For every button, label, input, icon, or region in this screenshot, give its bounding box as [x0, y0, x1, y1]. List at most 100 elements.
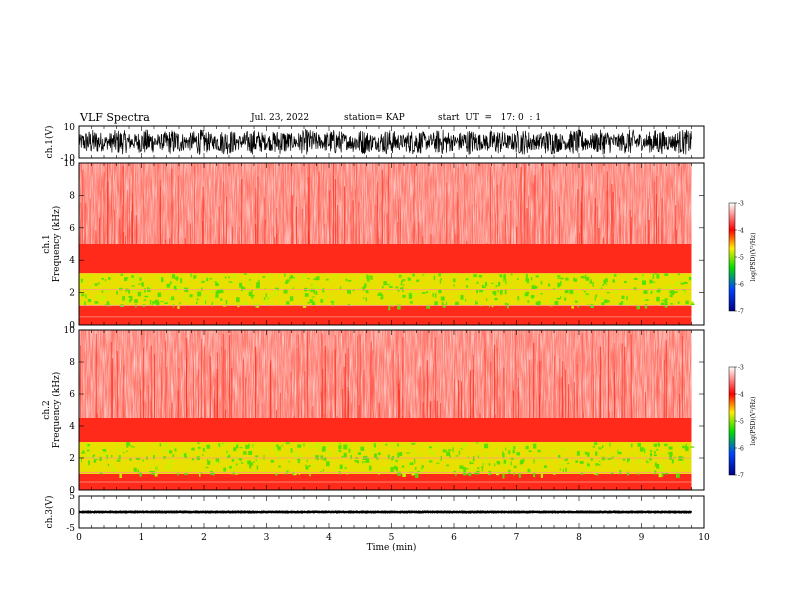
spec2-speckle	[476, 442, 479, 444]
spec1-speckle	[164, 286, 166, 289]
spec2-speckle	[86, 449, 90, 452]
spec1-speckle	[210, 290, 214, 294]
spec1-speckle	[560, 296, 562, 299]
spec2-speckle	[320, 443, 323, 446]
spec1-speckle	[268, 273, 271, 279]
spec1-speckle	[345, 278, 348, 281]
spec2-speckle	[567, 462, 569, 465]
spec1-speckle	[154, 303, 157, 307]
spec2-speckle	[243, 451, 247, 455]
spec1-speckle	[100, 296, 104, 301]
spec2-speckle	[387, 454, 390, 460]
spec2-speckle	[474, 472, 479, 475]
spec1-speckle	[362, 286, 366, 291]
spec1-speckle	[211, 301, 213, 307]
spec1-speckle	[303, 280, 305, 283]
spec2-speckle	[129, 445, 132, 447]
spec2-speckle	[595, 463, 599, 466]
spec1-speckle	[97, 282, 100, 285]
spec1-speckle	[137, 291, 142, 297]
spec1-speckle	[642, 274, 644, 277]
spec1-speckle	[685, 300, 689, 305]
spec2-speckle	[207, 460, 211, 465]
spec2-speckle	[255, 455, 259, 458]
spec1-speckle	[649, 289, 651, 293]
spec1-speckle	[308, 289, 310, 292]
x-tick-label: 2	[201, 533, 207, 543]
spec1-speckle	[501, 275, 504, 280]
spec2-ytick-label: 8	[69, 358, 75, 368]
spec2-speckle	[153, 454, 155, 459]
spec2-speckle	[375, 469, 377, 472]
spec2-speckle	[264, 451, 266, 453]
spec2-speckle	[151, 471, 155, 475]
spec2-speckle	[436, 462, 440, 464]
spec2-speckle	[679, 456, 684, 458]
spec2-speckle	[675, 473, 680, 478]
spec2-speckle	[168, 459, 173, 464]
spec1-speckle	[432, 293, 434, 297]
spec2-speckle	[462, 445, 466, 449]
spec1-speckle	[267, 296, 269, 300]
ch1-waveform-series	[78, 128, 692, 155]
spec1-speckle	[409, 299, 412, 302]
spec1-speckle	[584, 274, 587, 279]
spec1-speckle	[656, 274, 660, 279]
spec2-speckle	[452, 447, 454, 453]
spec1-speckle	[334, 273, 337, 277]
spec2-speckle	[656, 448, 659, 451]
spec1-speckle	[609, 274, 612, 277]
spec1-speckle	[307, 278, 310, 280]
spec1-speckle	[417, 293, 421, 296]
spec1-speckle	[465, 278, 469, 281]
spec2-speckle	[204, 446, 207, 452]
spec1-speckle	[302, 305, 307, 308]
spec1-speckle	[403, 284, 405, 286]
spec2-speckle	[156, 465, 158, 470]
spec1-speckle	[330, 301, 334, 303]
spec1-speckle	[456, 295, 458, 299]
ch3-ytick-label: 0	[69, 508, 75, 518]
spec2-speckle	[317, 444, 322, 450]
spec1-speckle	[274, 289, 278, 295]
spec2-speckle	[392, 456, 394, 459]
spec1-speckle	[194, 275, 197, 278]
spec2-speckle	[402, 473, 406, 477]
spec1-speckle	[538, 300, 541, 306]
spec1-speckle	[290, 275, 294, 279]
spec2-speckle	[671, 459, 674, 464]
cb1-tick-label: -5	[738, 255, 744, 262]
spec1-speckle	[550, 298, 554, 303]
spec2-speckle	[371, 447, 375, 452]
spec1-speckle	[555, 287, 558, 293]
spec1-speckle	[364, 283, 367, 288]
spec2-speckle	[315, 455, 319, 460]
spec1-speckle	[190, 273, 192, 278]
spec1-speckle	[434, 301, 438, 306]
spec2-speckle	[290, 448, 293, 453]
spec1-band	[79, 305, 692, 325]
spec1-speckle	[493, 283, 496, 287]
x-tick-label: 10	[698, 533, 710, 543]
spec1-speckle	[584, 294, 589, 299]
spec1-speckle	[426, 291, 429, 293]
spec1-speckle	[570, 303, 575, 305]
start-time-label: start UT = 17: 0 : 1	[438, 113, 542, 123]
spec2-speckle	[174, 448, 177, 452]
spec2-speckle	[552, 449, 555, 454]
spec1-speckle	[660, 302, 665, 306]
spec1-speckle	[670, 303, 673, 305]
spec2-speckle	[343, 452, 347, 458]
spec2-speckle	[88, 445, 91, 450]
spec2-speckle	[231, 464, 236, 467]
spec2-speckle	[159, 443, 162, 447]
spec2-speckle	[566, 458, 568, 461]
spec2-speckle	[658, 472, 662, 478]
spec1-speckle	[104, 289, 108, 293]
spec1-speckle	[258, 279, 260, 282]
spec2-speckle	[411, 442, 416, 445]
spec1-speckle	[495, 285, 498, 288]
spec2-speckle	[126, 444, 129, 448]
spec2-speckle	[533, 443, 537, 449]
spec2-speckle	[421, 444, 424, 448]
